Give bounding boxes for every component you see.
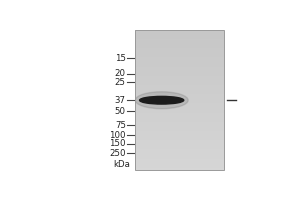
- Text: kDa: kDa: [114, 160, 130, 169]
- Text: 37: 37: [115, 96, 126, 105]
- Bar: [135, 30, 224, 170]
- Text: 150: 150: [109, 139, 126, 148]
- Text: 25: 25: [115, 78, 126, 87]
- Text: 250: 250: [109, 149, 126, 158]
- Text: 50: 50: [115, 107, 126, 116]
- Text: 15: 15: [115, 54, 126, 63]
- Text: 20: 20: [115, 69, 126, 78]
- Text: 100: 100: [109, 131, 126, 140]
- Text: 75: 75: [115, 121, 126, 130]
